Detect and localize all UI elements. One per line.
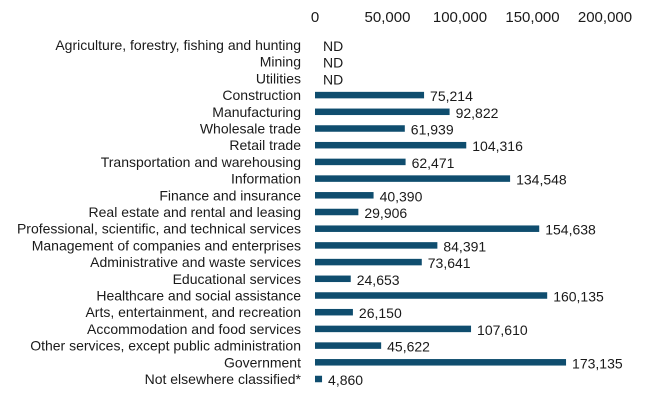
data-label: 160,135 xyxy=(553,289,604,305)
category-label: Retail trade xyxy=(229,137,301,153)
data-label: 173,135 xyxy=(572,355,623,371)
data-label: 154,638 xyxy=(545,222,596,238)
bar xyxy=(315,325,472,333)
category-label: Arts, entertainment, and recreation xyxy=(85,304,301,320)
category-label: Professional, scientific, and technical … xyxy=(17,221,301,237)
data-label: 75,214 xyxy=(430,88,473,104)
x-axis-ticks: 0 50,000 100,000 150,000 200,000 xyxy=(311,9,632,26)
data-label: 92,822 xyxy=(456,105,499,121)
data-label: ND xyxy=(323,38,343,54)
bar xyxy=(315,242,438,249)
data-label: 40,390 xyxy=(380,188,423,204)
x-tick-label: 100,000 xyxy=(433,9,487,26)
data-label: 107,610 xyxy=(477,322,528,338)
data-label: 73,641 xyxy=(428,255,471,271)
data-label: 45,622 xyxy=(387,339,430,355)
category-label: Construction xyxy=(222,87,301,103)
bar xyxy=(315,375,323,383)
data-label: ND xyxy=(323,71,343,87)
x-tick-label: 0 xyxy=(311,9,319,26)
data-label: 61,939 xyxy=(411,122,454,138)
category-label: Administrative and waste services xyxy=(90,254,301,270)
category-label: Management of companies and enterprises xyxy=(32,237,301,253)
category-label: Mining xyxy=(260,54,301,70)
category-label: Educational services xyxy=(173,271,301,287)
bar xyxy=(315,258,422,266)
data-label: 134,548 xyxy=(516,172,567,188)
category-label: Government xyxy=(224,354,301,370)
bar xyxy=(315,158,406,166)
category-label: Wholesale trade xyxy=(200,121,301,137)
category-label: Real estate and rental and leasing xyxy=(89,204,301,220)
category-label: Transportation and warehousing xyxy=(101,154,301,170)
bar xyxy=(315,125,405,132)
x-tick-label: 50,000 xyxy=(365,9,411,26)
x-tick-label: 150,000 xyxy=(505,9,559,26)
bar xyxy=(315,292,548,299)
data-label: 4,860 xyxy=(328,372,363,388)
data-label: ND xyxy=(323,55,343,71)
category-label: Not elsewhere classified* xyxy=(145,371,302,387)
bar xyxy=(315,91,425,99)
category-label: Accommodation and food services xyxy=(87,321,301,337)
bars xyxy=(315,91,567,383)
bar xyxy=(315,342,382,349)
data-label: 84,391 xyxy=(443,238,486,254)
category-label: Agriculture, forestry, fishing and hunti… xyxy=(55,37,301,53)
bar xyxy=(315,225,540,232)
data-label: 104,316 xyxy=(472,138,523,154)
bar xyxy=(315,175,511,182)
data-label: 62,471 xyxy=(412,155,455,171)
data-labels: NDNDND75,21492,82261,939104,31662,471134… xyxy=(323,38,623,388)
data-label: 29,906 xyxy=(364,205,407,221)
category-label: Healthcare and social assistance xyxy=(96,288,301,304)
bar xyxy=(315,192,374,199)
x-tick-label: 200,000 xyxy=(578,9,632,26)
bar xyxy=(315,141,467,149)
bar xyxy=(315,308,353,316)
data-label: 26,150 xyxy=(359,305,402,321)
bar xyxy=(315,208,359,216)
category-label: Other services, except public administra… xyxy=(30,338,301,354)
category-labels: Agriculture, forestry, fishing and hunti… xyxy=(17,37,302,387)
category-label: Manufacturing xyxy=(212,104,301,120)
bar xyxy=(315,108,450,116)
data-label: 24,653 xyxy=(357,272,400,288)
category-label: Finance and insurance xyxy=(159,187,301,203)
category-label: Information xyxy=(231,171,301,187)
category-label: Utilities xyxy=(256,70,301,86)
bar xyxy=(315,359,567,366)
bar xyxy=(315,275,351,283)
